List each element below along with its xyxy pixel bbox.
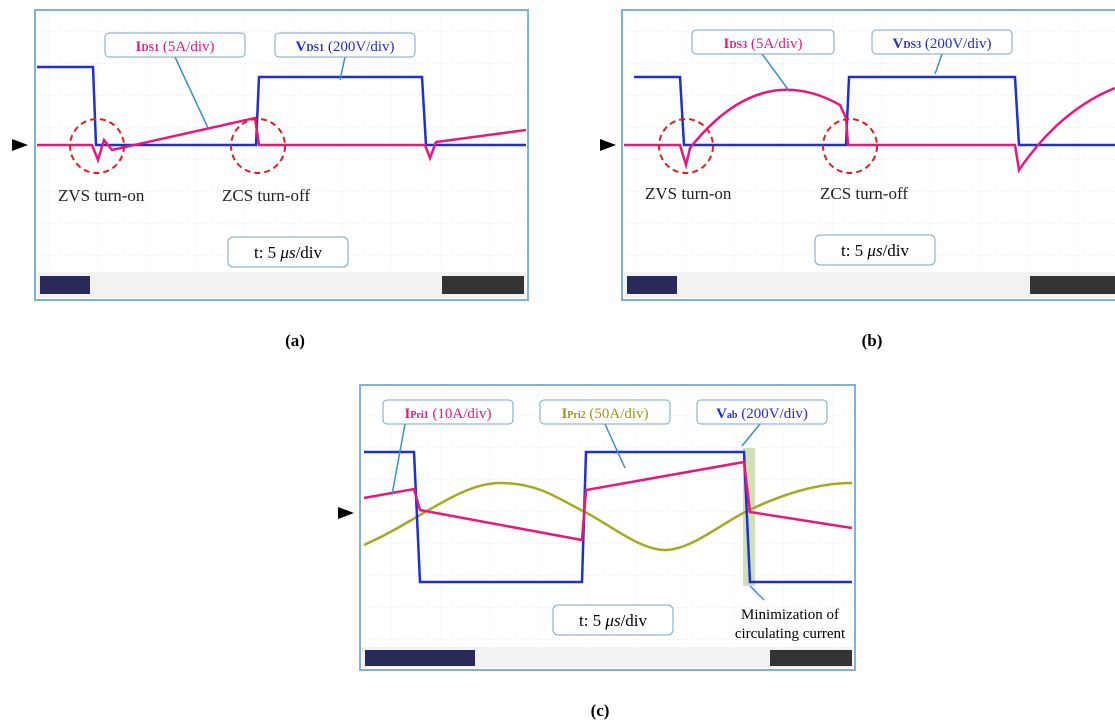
- highlight-circle: [230, 118, 286, 174]
- label-box: [696, 399, 828, 425]
- status-block: [1030, 276, 1115, 294]
- pointer: [749, 585, 765, 601]
- highlight-circle: [658, 118, 714, 174]
- trace-label: VDS1 (200V/div): [295, 39, 394, 55]
- time-box: [552, 604, 674, 636]
- status-block: [770, 650, 852, 666]
- status-bar: [362, 647, 853, 668]
- trace-label: VDS3 (200V/div): [892, 36, 991, 52]
- panel-a: IDS1 (5A/div) VDS1 (200V/div) ZVS turn-o…: [12, 9, 529, 350]
- time-scale: t: 5 μs/div: [254, 243, 323, 262]
- highlight-circle: [69, 118, 125, 174]
- voltage-trace: [634, 75, 1115, 147]
- status-block: [627, 276, 677, 294]
- label-box: [104, 32, 246, 58]
- pointer: [761, 53, 791, 93]
- panel-b: IDS3 (5A/div) VDS3 (200V/div) ZVS turn-o…: [600, 9, 1115, 350]
- status-block: [40, 276, 90, 294]
- annotation: ZVS turn-on: [58, 186, 145, 205]
- voltage-trace: [37, 65, 526, 147]
- time-box: [814, 234, 936, 266]
- ground-marker: [12, 139, 28, 151]
- pointer: [391, 423, 406, 496]
- trace-label: Vab (200V/div): [716, 406, 808, 422]
- current-trace: [363, 460, 853, 542]
- label-box: [274, 32, 416, 58]
- time-box: [227, 236, 349, 268]
- pointer: [174, 56, 209, 129]
- pointer: [741, 423, 761, 447]
- label-box: [539, 399, 671, 425]
- label-box: [691, 29, 835, 55]
- highlight-circle: [822, 118, 878, 174]
- pointer: [604, 423, 626, 469]
- caption: (b): [862, 331, 883, 350]
- trace-label: IDS3 (5A/div): [723, 36, 802, 52]
- annotation: Minimization of: [741, 607, 839, 623]
- caption: (a): [285, 331, 305, 350]
- label-box: [382, 399, 514, 425]
- time-scale: t: 5 μs/div: [579, 611, 648, 630]
- pointer: [339, 56, 346, 81]
- ground-marker: [600, 139, 616, 151]
- annotation: circulating current: [735, 626, 846, 642]
- current-trace: [624, 86, 1115, 174]
- annotation: ZVS turn-on: [645, 184, 732, 203]
- current-trace-2: [363, 481, 853, 552]
- pointer: [934, 53, 943, 75]
- status-block: [442, 276, 524, 294]
- trace-label: IPri1 (10A/div): [404, 406, 491, 422]
- trace-label: IDS1 (5A/div): [135, 39, 214, 55]
- time-scale: t: 5 μs/div: [841, 241, 910, 260]
- current-trace: [37, 116, 527, 164]
- trace-label: IPri2 (50A/div): [561, 406, 648, 422]
- caption: (c): [591, 701, 610, 720]
- status-block: [365, 650, 475, 666]
- annotation: ZCS turn-off: [222, 186, 310, 205]
- ground-marker: [338, 507, 354, 519]
- label-box: [871, 29, 1013, 55]
- grid: [624, 12, 1115, 270]
- annotation: ZCS turn-off: [820, 184, 908, 203]
- panel-c: IPri1 (10A/div) IPri2 (50A/div) Vab (200…: [338, 384, 856, 720]
